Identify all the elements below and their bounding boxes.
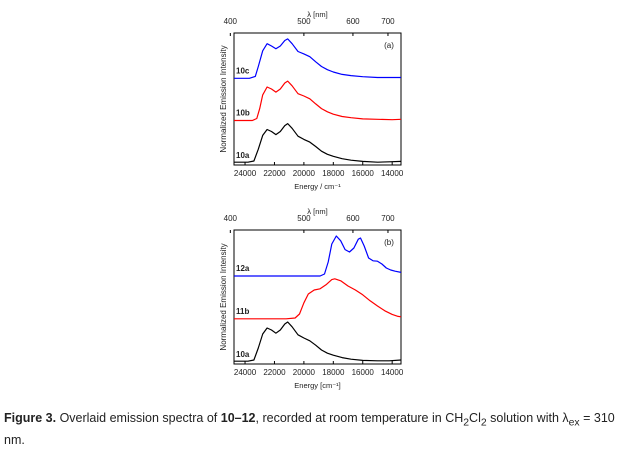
spectrum-10c <box>234 38 401 79</box>
top-tick-label: 600 <box>346 17 360 26</box>
top-axis-label: λ [nm] <box>307 10 327 19</box>
series-label: 12a <box>236 264 250 273</box>
top-tick-label: 700 <box>381 17 395 26</box>
series-label: 10a <box>236 151 250 160</box>
top-tick-label: 400 <box>224 214 238 223</box>
caption-sub: 2 <box>480 417 487 429</box>
top-tick-label: 400 <box>224 17 238 26</box>
panel-label: (a) <box>384 41 394 50</box>
x-tick-label: 20000 <box>293 368 316 377</box>
caption-sub: 2 <box>463 417 470 429</box>
x-tick-label: 20000 <box>293 169 316 178</box>
x-tick-label: 24000 <box>234 169 257 178</box>
top-tick-label: 600 <box>346 214 360 223</box>
x-tick-label: 14000 <box>381 368 404 377</box>
x-axis-label: Energy [cm⁻¹] <box>294 381 340 390</box>
x-tick-label: 24000 <box>234 368 257 377</box>
series-label: 10a <box>236 350 250 359</box>
panel-label: (b) <box>384 238 394 247</box>
x-tick-label: 18000 <box>322 169 345 178</box>
top-tick-label: 500 <box>297 214 311 223</box>
figure-caption: Figure 3. Overlaid emission spectra of 1… <box>4 410 620 449</box>
plot-frame <box>233 229 402 365</box>
spectrum-11b <box>234 278 402 320</box>
x-axis-label: Energy / cm⁻¹ <box>294 182 341 191</box>
x-tick-label: 16000 <box>352 368 375 377</box>
top-tick-label: 500 <box>297 17 311 26</box>
caption-label: Figure 3. <box>4 411 57 425</box>
caption-text: Cl <box>469 411 481 425</box>
x-tick-label: 16000 <box>352 169 375 178</box>
caption-compounds: 10–12 <box>220 411 256 425</box>
spectrum-10b <box>234 80 402 122</box>
spectrum-10a <box>234 123 402 163</box>
series-label: 10b <box>236 108 250 117</box>
caption-text: solution with λ <box>486 411 569 425</box>
caption-text: = 310 nm. <box>4 411 615 447</box>
x-tick-label: 18000 <box>322 368 345 377</box>
x-tick-label: 22000 <box>263 169 286 178</box>
series-label: 10c <box>236 66 250 75</box>
caption-text: , recorded at room temperature in CH <box>255 411 464 425</box>
caption-sub: ex <box>568 417 580 429</box>
top-tick-label: 700 <box>381 214 395 223</box>
series-label: 11b <box>236 307 249 316</box>
top-axis-label: λ [nm] <box>307 207 327 216</box>
plot-frame <box>233 32 402 166</box>
x-tick-label: 14000 <box>381 169 404 178</box>
spectrum-12a <box>234 235 402 277</box>
y-axis-label: Normalized Emission Intensity <box>219 45 228 152</box>
spectrum-10a <box>234 321 402 362</box>
y-axis-label: Normalized Emission Intensity <box>219 243 228 350</box>
caption-text: Overlaid emission spectra of <box>56 411 221 425</box>
x-tick-label: 22000 <box>263 368 286 377</box>
